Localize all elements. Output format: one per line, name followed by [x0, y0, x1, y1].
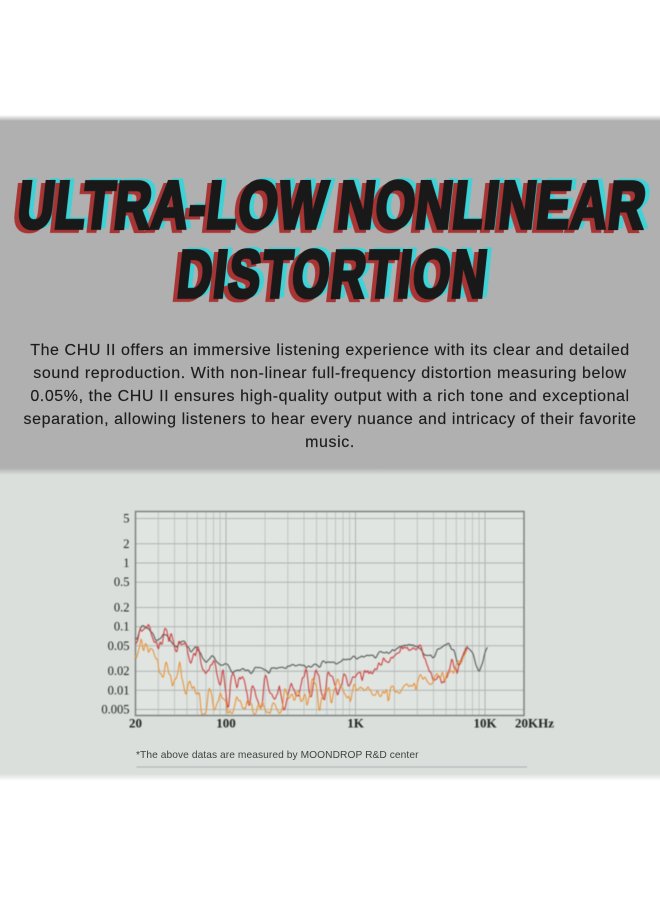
svg-text:0.2: 0.2 — [114, 601, 130, 615]
svg-text:0.005: 0.005 — [101, 703, 129, 717]
svg-text:1: 1 — [123, 556, 129, 570]
svg-text:0.05: 0.05 — [108, 639, 130, 653]
svg-text:5: 5 — [123, 512, 129, 526]
svg-text:10K: 10K — [473, 716, 497, 731]
svg-text:100: 100 — [216, 716, 236, 731]
svg-text:0.01: 0.01 — [108, 683, 130, 697]
svg-text:0.1: 0.1 — [114, 620, 130, 634]
svg-text:2: 2 — [123, 537, 129, 551]
svg-text:20KHz: 20KHz — [515, 716, 554, 731]
svg-text:20: 20 — [129, 716, 142, 731]
svg-text:1K: 1K — [347, 716, 365, 731]
svg-text:0.02: 0.02 — [108, 664, 130, 678]
svg-text:0.5: 0.5 — [114, 575, 130, 589]
